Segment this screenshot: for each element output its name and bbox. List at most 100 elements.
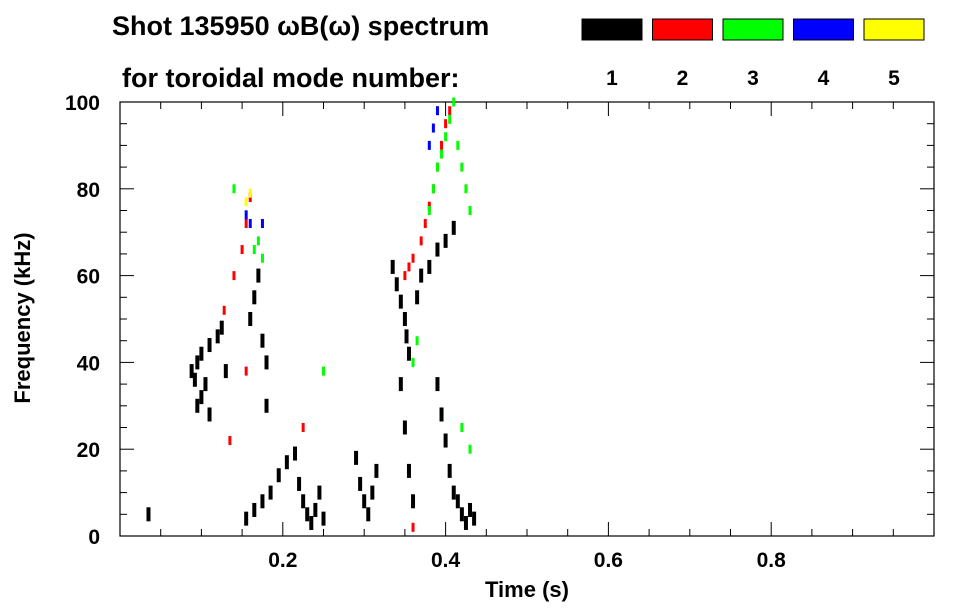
y-tick-label: 40 <box>77 352 100 375</box>
mark-mode-3-13 <box>452 97 456 107</box>
mark-mode-1-22 <box>256 268 261 283</box>
mark-mode-1-14 <box>252 502 257 517</box>
mark-mode-3-10 <box>440 149 444 159</box>
mark-mode-1-35 <box>362 494 367 509</box>
mark-mode-1-13 <box>244 511 249 526</box>
mark-mode-3-7 <box>427 206 431 215</box>
mark-mode-1-12 <box>207 407 212 422</box>
mark-mode-4-3 <box>427 140 431 150</box>
mark-mode-2-10 <box>411 253 415 263</box>
mark-mode-1-4 <box>207 338 212 353</box>
mark-mode-1-63 <box>468 502 473 517</box>
mark-mode-3-19 <box>468 444 472 454</box>
mark-mode-3-8 <box>431 184 435 194</box>
mark-mode-1-43 <box>404 329 409 344</box>
mark-mode-1-55 <box>435 377 440 392</box>
mark-mode-3-17 <box>468 206 472 215</box>
y-tick-label: 60 <box>77 266 100 289</box>
chart-title-line1: Shot 135950 ωB(ω) spectrum <box>112 11 489 41</box>
mark-mode-4-0 <box>244 210 248 220</box>
mark-mode-1-0 <box>146 507 151 522</box>
mark-mode-1-7 <box>192 372 197 387</box>
legend-label-4: 4 <box>818 67 830 90</box>
x-tick-label: 0.4 <box>431 549 461 572</box>
mark-mode-2-9 <box>407 262 411 272</box>
mark-mode-1-61 <box>459 507 464 522</box>
mark-mode-1-47 <box>406 463 411 478</box>
mark-mode-4-2 <box>260 219 264 229</box>
y-tick-label: 20 <box>77 439 100 462</box>
data-marks <box>146 97 477 532</box>
mark-mode-1-19 <box>293 446 298 461</box>
y-tick-label: 100 <box>65 92 100 115</box>
mark-mode-1-45 <box>398 377 403 392</box>
mark-mode-2-5 <box>228 436 232 446</box>
mark-mode-3-5 <box>411 357 415 367</box>
mark-mode-3-18 <box>460 423 464 432</box>
mark-mode-3-1 <box>252 245 256 255</box>
mark-mode-1-49 <box>415 290 420 305</box>
x-tick-label: 0.6 <box>594 549 623 572</box>
mark-mode-1-23 <box>260 333 265 348</box>
mark-mode-4-4 <box>431 123 435 133</box>
mark-mode-1-54 <box>451 220 456 235</box>
mark-mode-3-14 <box>456 140 460 150</box>
mark-mode-1-27 <box>301 494 306 509</box>
legend-swatch-2 <box>652 18 713 41</box>
mark-mode-1-51 <box>427 259 432 274</box>
mark-mode-1-44 <box>406 346 411 361</box>
mark-mode-1-29 <box>309 515 314 530</box>
mark-mode-1-60 <box>455 494 460 509</box>
mark-mode-1-8 <box>203 377 208 392</box>
legend-swatch-5 <box>863 18 925 41</box>
mark-mode-1-57 <box>443 433 448 448</box>
mark-mode-3-6 <box>415 336 419 346</box>
mark-mode-1-62 <box>463 515 468 530</box>
mark-mode-1-1 <box>189 364 194 379</box>
mark-mode-1-37 <box>370 485 375 500</box>
mark-mode-2-11 <box>419 236 423 246</box>
mark-mode-1-59 <box>451 485 456 500</box>
x-tick-label: 0.8 <box>757 549 787 572</box>
mark-mode-1-39 <box>390 259 395 274</box>
mark-mode-2-2 <box>244 219 248 229</box>
mark-mode-1-46 <box>402 420 407 435</box>
chart-title-line2: for toroidal mode number: <box>122 63 460 93</box>
mark-mode-1-6 <box>219 320 224 335</box>
mark-mode-1-32 <box>321 511 326 526</box>
mark-mode-1-48 <box>411 494 416 509</box>
x-tick-label: 0.2 <box>268 549 297 572</box>
y-axis-title: Frequency (kHz) <box>10 232 35 403</box>
legend-swatch-1 <box>581 18 643 41</box>
x-axis-title: Time (s) <box>485 577 569 602</box>
mark-mode-3-2 <box>256 236 260 246</box>
mark-mode-1-16 <box>268 485 273 500</box>
mark-mode-1-20 <box>248 312 253 326</box>
mark-mode-2-17 <box>444 119 448 129</box>
mark-mode-1-41 <box>398 294 403 309</box>
legend-label-3: 3 <box>747 67 759 90</box>
mark-mode-2-7 <box>244 366 248 376</box>
mark-mode-1-42 <box>402 312 407 326</box>
mark-mode-2-6 <box>301 423 305 432</box>
mark-mode-2-1 <box>240 245 244 255</box>
mark-mode-1-58 <box>447 463 452 478</box>
mark-mode-1-2 <box>195 355 200 370</box>
mark-mode-1-50 <box>419 268 424 283</box>
legend-label-5: 5 <box>888 67 900 90</box>
legend-swatch-4 <box>793 18 854 41</box>
plot-frame <box>119 101 935 537</box>
mark-mode-5-0 <box>244 197 248 207</box>
mark-mode-2-16 <box>440 140 444 150</box>
mark-mode-1-30 <box>313 502 318 517</box>
mark-mode-1-26 <box>297 476 302 491</box>
x-tick-labels: 0.2 0.4 0.6 0.8 <box>268 549 786 572</box>
mark-mode-2-18 <box>448 106 452 116</box>
axis-ticks <box>120 102 934 536</box>
mark-mode-1-25 <box>264 398 269 413</box>
y-tick-label: 80 <box>77 179 100 202</box>
mark-mode-1-3 <box>199 346 204 361</box>
mark-mode-1-31 <box>317 485 322 500</box>
mark-mode-1-18 <box>284 455 289 470</box>
